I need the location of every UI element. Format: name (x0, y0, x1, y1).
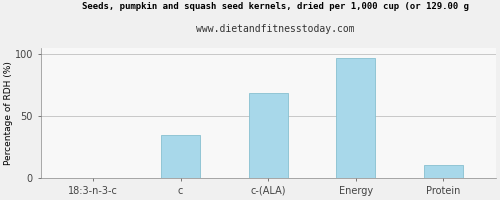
Y-axis label: Percentage of RDH (%): Percentage of RDH (%) (4, 61, 13, 165)
Bar (161, 135, 200, 178)
Text: www.dietandfitnesstoday.com: www.dietandfitnesstoday.com (196, 24, 354, 34)
Bar (336, 58, 376, 178)
Bar (424, 165, 463, 178)
Bar (248, 93, 288, 178)
Text: Seeds, pumpkin and squash seed kernels, dried per 1,000 cup (or 129.00 g: Seeds, pumpkin and squash seed kernels, … (82, 2, 468, 11)
